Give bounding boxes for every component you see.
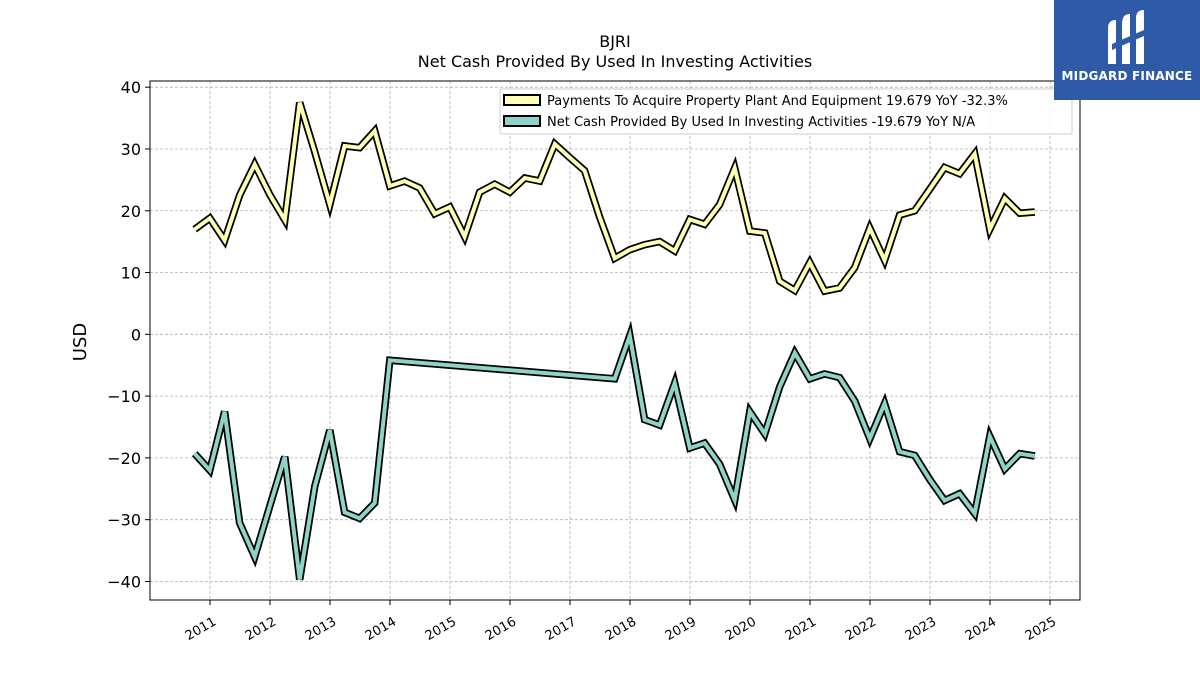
y-tick-label: −40 (107, 572, 141, 591)
legend-swatch (503, 115, 541, 127)
y-axis-ticks: 40 30 20 10 0 −10 −20 −30 −40 (107, 78, 150, 591)
x-tick-label: 2024 (963, 614, 999, 644)
chart-subtitle: Net Cash Provided By Used In Investing A… (417, 52, 813, 71)
x-tick-label: 2019 (663, 614, 699, 644)
x-axis-ticks: 2011 2012 2013 2014 2015 2016 2017 2018 2019 2020… (183, 600, 1059, 644)
series-line (193, 102, 1035, 294)
x-tick-label: 2018 (603, 614, 639, 644)
x-tick-label: 2013 (303, 614, 339, 644)
x-tick-label: 2021 (783, 614, 819, 644)
y-tick-label: 10 (121, 264, 141, 283)
y-tick-label: 30 (121, 140, 141, 159)
x-tick-label: 2023 (903, 614, 939, 644)
legend-label: Payments To Acquire Property Plant And E… (547, 94, 1008, 109)
x-tick-label: 2014 (363, 614, 399, 644)
x-tick-label: 2012 (243, 614, 279, 644)
y-tick-label: −10 (107, 387, 141, 406)
chart-title: BJRI (599, 32, 631, 51)
y-tick-label: 20 (121, 202, 141, 221)
brand-logo-mark (1108, 10, 1144, 64)
legend-label: Net Cash Provided By Used In Investing A… (547, 115, 975, 130)
x-tick-label: 2015 (423, 614, 459, 644)
series-layer (191, 101, 1036, 581)
x-tick-label: 2025 (1023, 614, 1059, 644)
series-1 (192, 101, 1036, 296)
legend-swatch (503, 94, 541, 106)
y-tick-label: −30 (107, 511, 141, 530)
y-tick-label: −20 (107, 449, 141, 468)
brand-logo: MIDGARD FINANCE (1054, 0, 1200, 100)
brand-name: MIDGARD FINANCE (1061, 69, 1193, 83)
x-tick-label: 2017 (543, 614, 579, 644)
x-tick-label: 2011 (183, 614, 219, 644)
plot-area-frame (149, 80, 1081, 601)
x-tick-label: 2022 (843, 614, 879, 644)
x-tick-label: 2020 (723, 614, 759, 644)
series-2 (191, 320, 1036, 581)
y-axis-label: USD (70, 323, 91, 361)
legend-box (499, 88, 1073, 135)
series-line (193, 327, 1036, 580)
y-tick-label: 40 (121, 78, 141, 97)
x-tick-label: 2016 (483, 614, 519, 644)
y-tick-label: 0 (131, 325, 141, 344)
legend: Payments To Acquire Property Plant And E… (499, 88, 1073, 135)
